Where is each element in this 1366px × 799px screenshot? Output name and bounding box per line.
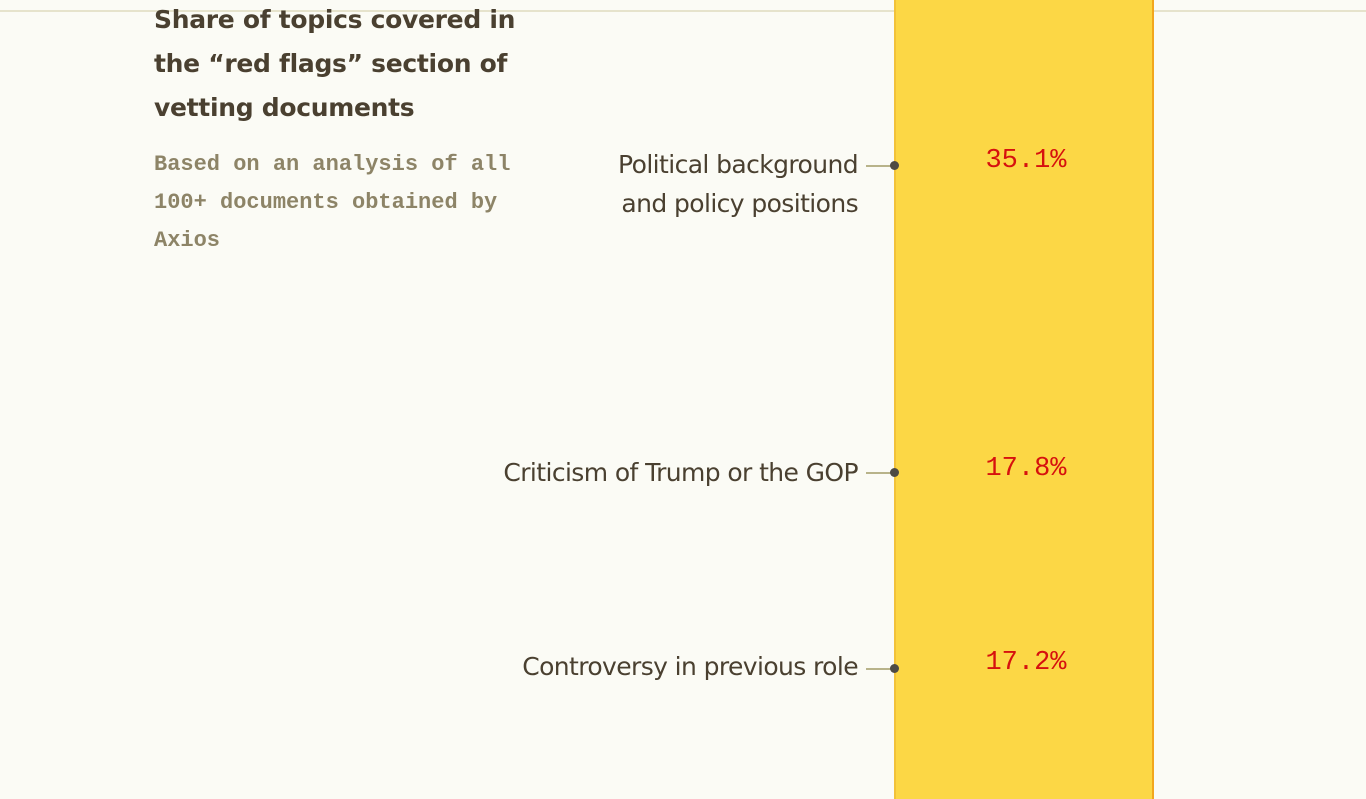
segment-label-criticism: Criticism of Trump or the GOP bbox=[503, 453, 858, 492]
bar-segment-criticism: 17.8% bbox=[894, 378, 1154, 574]
leader-dot bbox=[890, 468, 899, 477]
top-divider bbox=[0, 10, 1366, 12]
leader-line bbox=[866, 668, 894, 670]
stacked-bar: 35.1% 17.8% 17.2% bbox=[894, 0, 1156, 799]
segment-label-political-background: Political background and policy position… bbox=[618, 145, 859, 223]
chart-title: Share of topics covered in the “red flag… bbox=[154, 5, 516, 122]
bar-segment-controversy: 17.2% bbox=[894, 572, 1154, 761]
bar-segment-next bbox=[894, 759, 1154, 799]
segment-value: 35.1% bbox=[985, 146, 1067, 176]
leader-dot bbox=[890, 664, 899, 673]
label-line: Criticism of Trump or the GOP bbox=[503, 458, 858, 487]
segment-value: 17.2% bbox=[985, 648, 1067, 678]
leader-line bbox=[866, 165, 894, 167]
segment-label-controversy: Controversy in previous role bbox=[522, 647, 858, 686]
label-line: Controversy in previous role bbox=[522, 652, 858, 681]
leader-line bbox=[866, 472, 894, 474]
chart-subtitle: Based on an analysis of all 100+ documen… bbox=[154, 152, 511, 253]
label-line: Political background bbox=[618, 150, 859, 179]
leader-dot bbox=[890, 161, 899, 170]
label-line: and policy positions bbox=[621, 189, 858, 218]
segment-value: 17.8% bbox=[985, 454, 1067, 484]
bar-segment-political-background: 35.1% bbox=[894, 0, 1154, 380]
